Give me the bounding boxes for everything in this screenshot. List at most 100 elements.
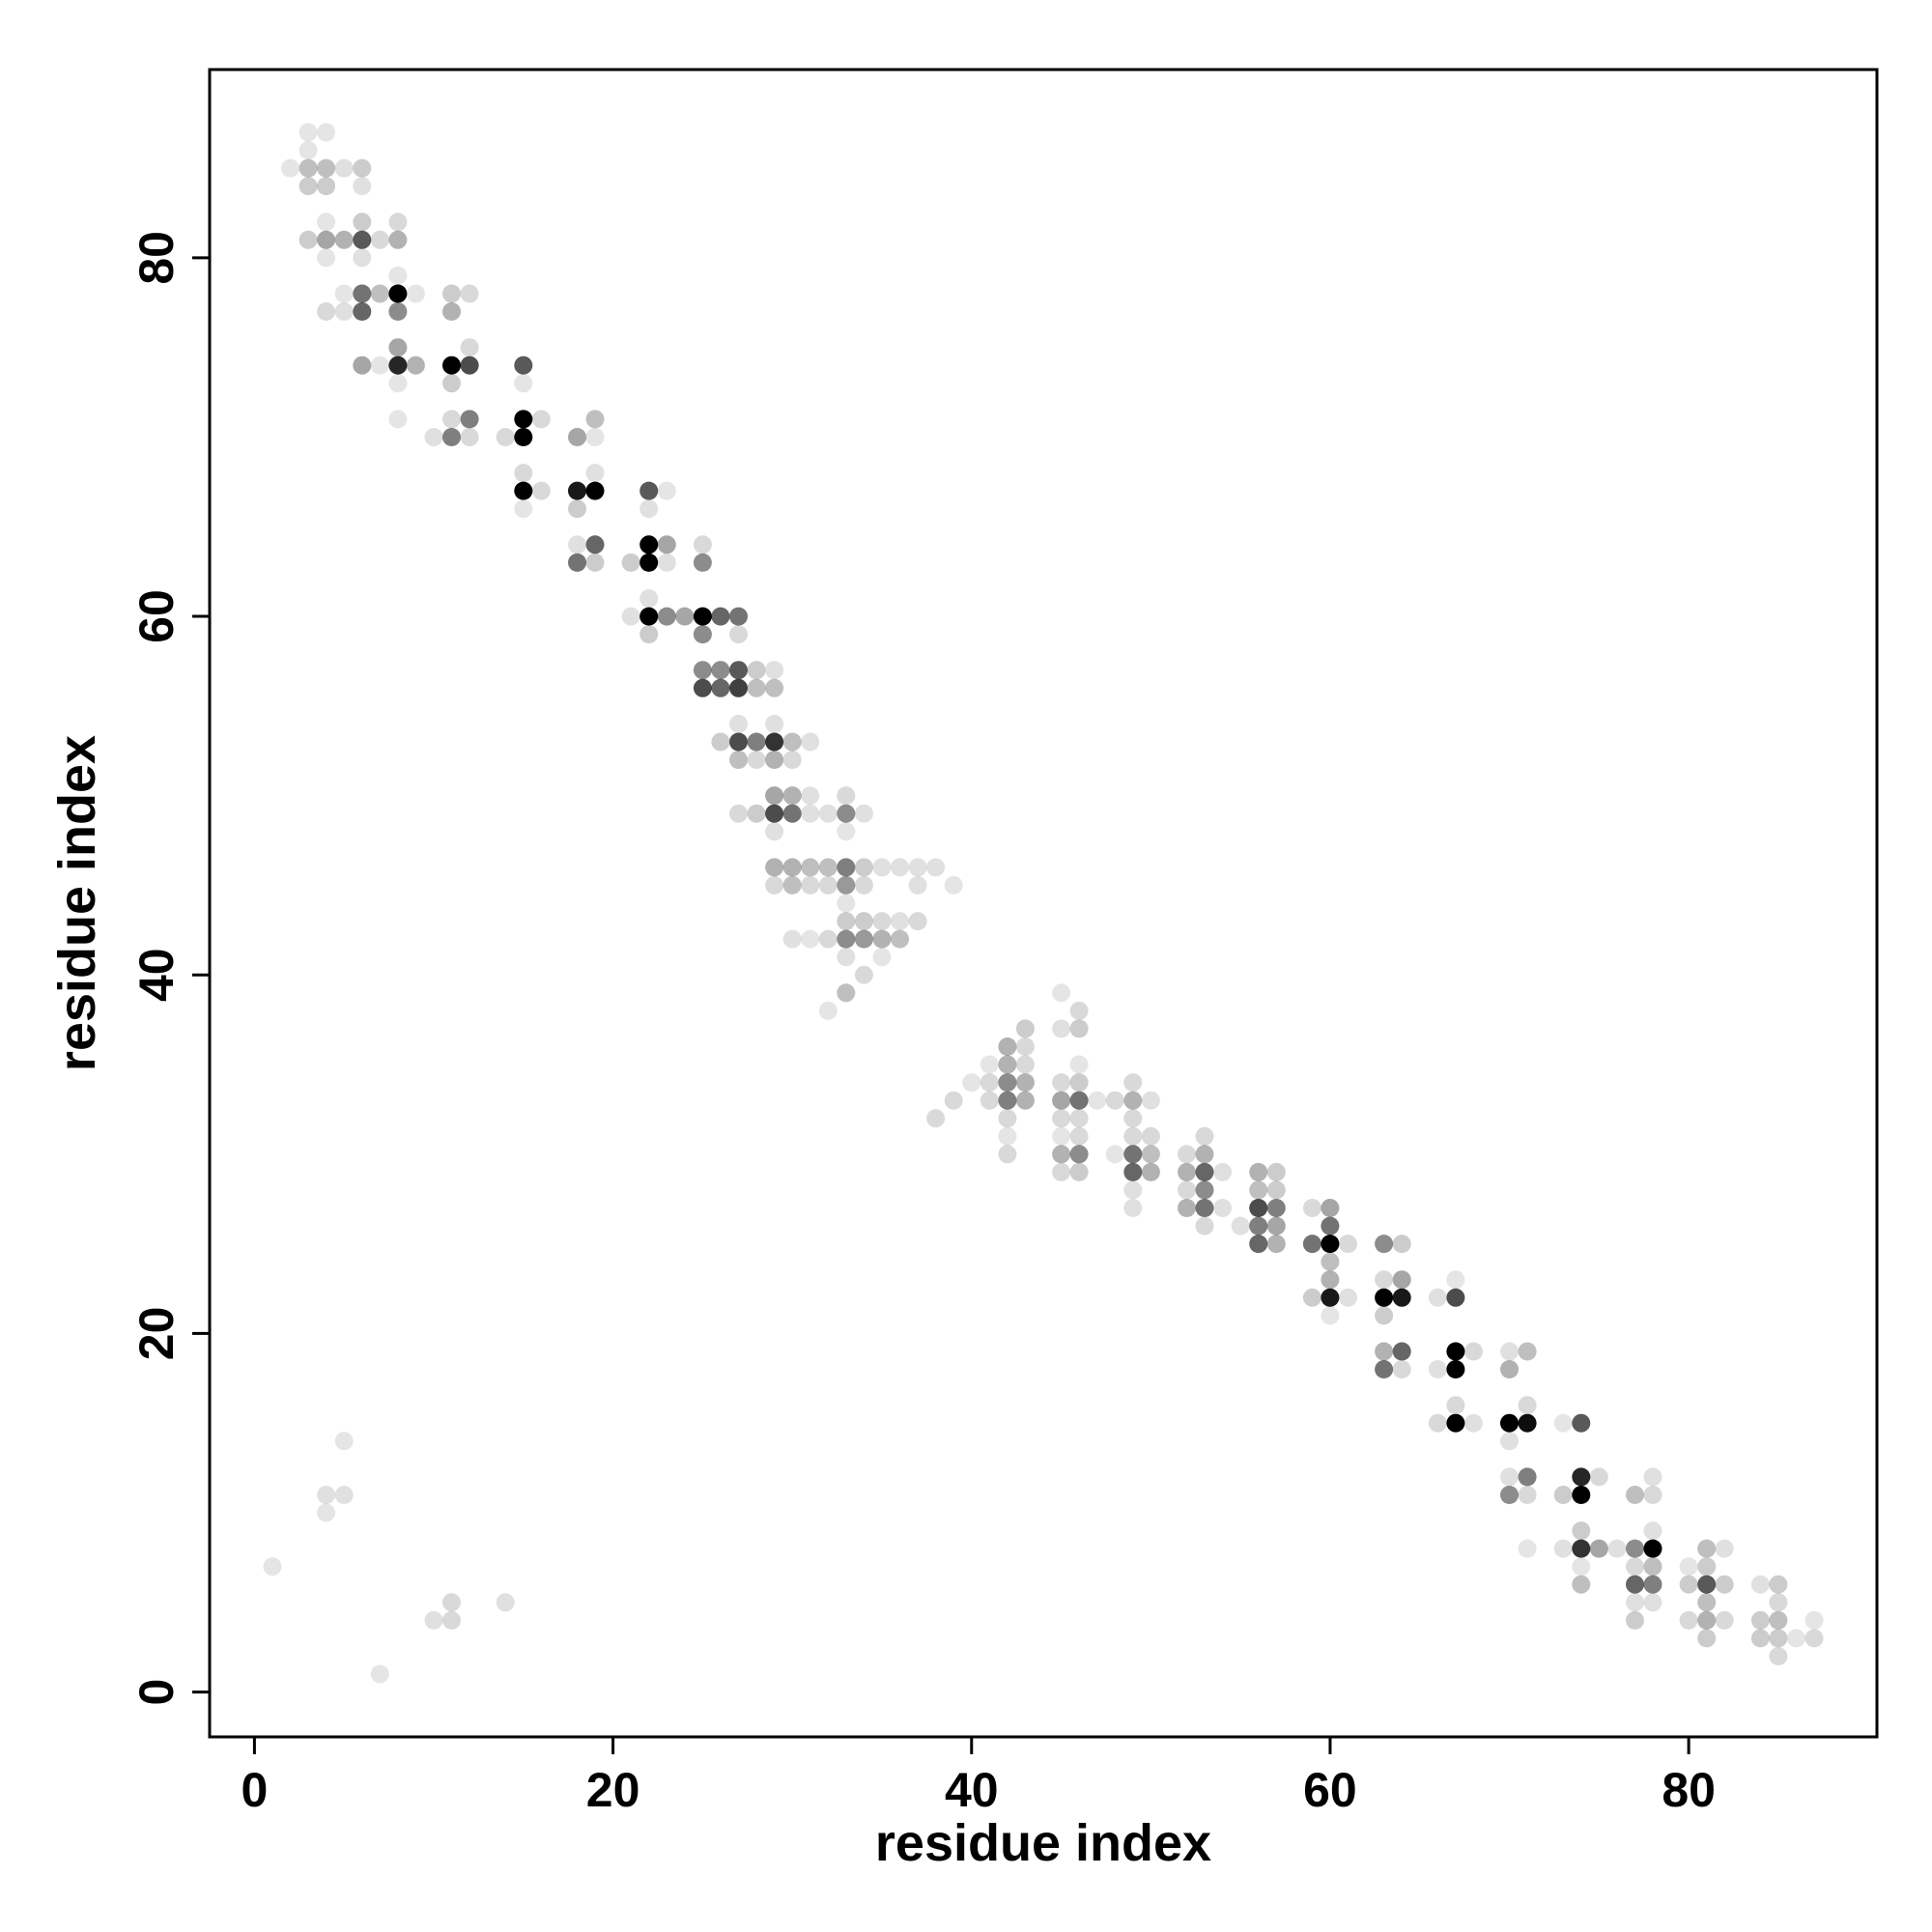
contact-point <box>1553 1413 1573 1433</box>
contact-point <box>1069 1073 1089 1093</box>
contact-point <box>621 607 640 626</box>
contact-point <box>998 1073 1017 1093</box>
contact-point <box>675 607 695 626</box>
y-tick-label: 60 <box>129 589 184 643</box>
contact-point <box>460 338 479 357</box>
contact-point <box>1123 1126 1143 1146</box>
contact-point <box>1339 1235 1357 1254</box>
contact-point <box>424 428 443 446</box>
y-tick-label: 80 <box>129 231 184 285</box>
contact-point <box>1518 1486 1537 1504</box>
contact-point <box>818 858 838 877</box>
contact-point <box>1392 1270 1411 1290</box>
contact-point <box>353 248 372 268</box>
x-tick-label: 20 <box>586 1763 640 1817</box>
contact-point <box>1769 1647 1788 1665</box>
contact-point <box>334 284 354 303</box>
contact-point <box>729 661 748 680</box>
contact-point <box>1392 1342 1411 1361</box>
contact-point <box>1231 1216 1250 1236</box>
contact-point <box>514 499 533 519</box>
contact-point <box>854 965 873 984</box>
contact-point <box>837 804 856 823</box>
contact-point <box>1302 1199 1321 1217</box>
contact-point <box>962 1073 981 1093</box>
contact-point <box>370 355 389 375</box>
contact-point <box>1178 1145 1196 1164</box>
contact-point <box>317 1503 336 1522</box>
contact-point <box>1697 1575 1717 1594</box>
contact-point <box>1015 1037 1035 1056</box>
contact-point <box>1069 1109 1089 1128</box>
contact-point <box>711 678 730 697</box>
contact-point <box>782 875 802 895</box>
contact-point <box>317 302 336 321</box>
contact-point <box>1375 1288 1394 1307</box>
contact-point <box>1141 1145 1160 1164</box>
contact-point <box>998 1055 1017 1074</box>
contact-point <box>980 1091 999 1110</box>
contact-point <box>998 1037 1017 1056</box>
contact-point <box>657 481 676 500</box>
contact-point <box>1643 1575 1662 1594</box>
contact-point <box>837 894 856 913</box>
contact-point <box>908 875 927 895</box>
contact-point <box>1697 1557 1717 1577</box>
contact-point <box>353 230 372 249</box>
contact-point <box>1052 1126 1071 1146</box>
contact-point <box>747 732 766 752</box>
contact-point <box>1195 1162 1214 1181</box>
contact-point <box>460 284 479 303</box>
contact-point <box>837 912 856 931</box>
contact-point <box>388 410 408 429</box>
contact-point <box>765 661 784 680</box>
contact-point <box>765 858 784 877</box>
contact-point <box>1626 1486 1644 1504</box>
contact-point <box>693 553 712 572</box>
contact-point <box>1123 1162 1143 1181</box>
contact-point <box>1697 1610 1717 1630</box>
contact-point <box>460 428 479 446</box>
contact-point <box>872 948 892 967</box>
y-tick-label: 20 <box>129 1307 184 1361</box>
contact-point <box>1375 1306 1394 1325</box>
contact-point <box>1518 1396 1537 1415</box>
contact-point <box>1446 1396 1465 1415</box>
contact-point <box>1679 1575 1698 1594</box>
contact-point <box>1141 1162 1160 1181</box>
contact-point <box>1715 1575 1734 1594</box>
contact-point <box>1178 1199 1196 1217</box>
contact-point <box>1321 1270 1340 1290</box>
contact-point <box>406 284 425 303</box>
contact-point <box>1643 1539 1662 1558</box>
contact-point <box>1572 1413 1591 1433</box>
contact-point <box>980 1073 999 1093</box>
contact-point <box>1750 1629 1770 1648</box>
contact-point <box>1321 1199 1340 1217</box>
contact-point <box>353 177 372 196</box>
contact-point <box>1178 1162 1196 1181</box>
contact-point <box>926 1109 946 1128</box>
contact-point <box>1643 1521 1662 1541</box>
contact-point <box>711 732 730 752</box>
contact-point <box>370 1664 389 1684</box>
contact-point <box>334 230 354 249</box>
contact-point <box>998 1109 1017 1128</box>
x-axis: 0 20 40 60 80 <box>241 1737 1716 1817</box>
contact-point <box>1500 1467 1519 1487</box>
contact-point <box>801 786 820 806</box>
contact-point <box>1069 1055 1089 1074</box>
contact-point <box>621 553 640 572</box>
contact-point <box>1518 1342 1537 1361</box>
contact-point <box>1607 1539 1627 1558</box>
contact-point <box>765 786 784 806</box>
contact-point <box>1446 1342 1465 1361</box>
contact-point <box>1643 1486 1662 1504</box>
contact-point <box>568 535 586 554</box>
contact-point <box>1626 1610 1644 1630</box>
contact-point <box>1750 1575 1770 1594</box>
contact-point <box>1643 1467 1662 1487</box>
contact-point <box>801 929 820 949</box>
contact-point <box>908 912 927 931</box>
contact-point <box>801 875 820 895</box>
